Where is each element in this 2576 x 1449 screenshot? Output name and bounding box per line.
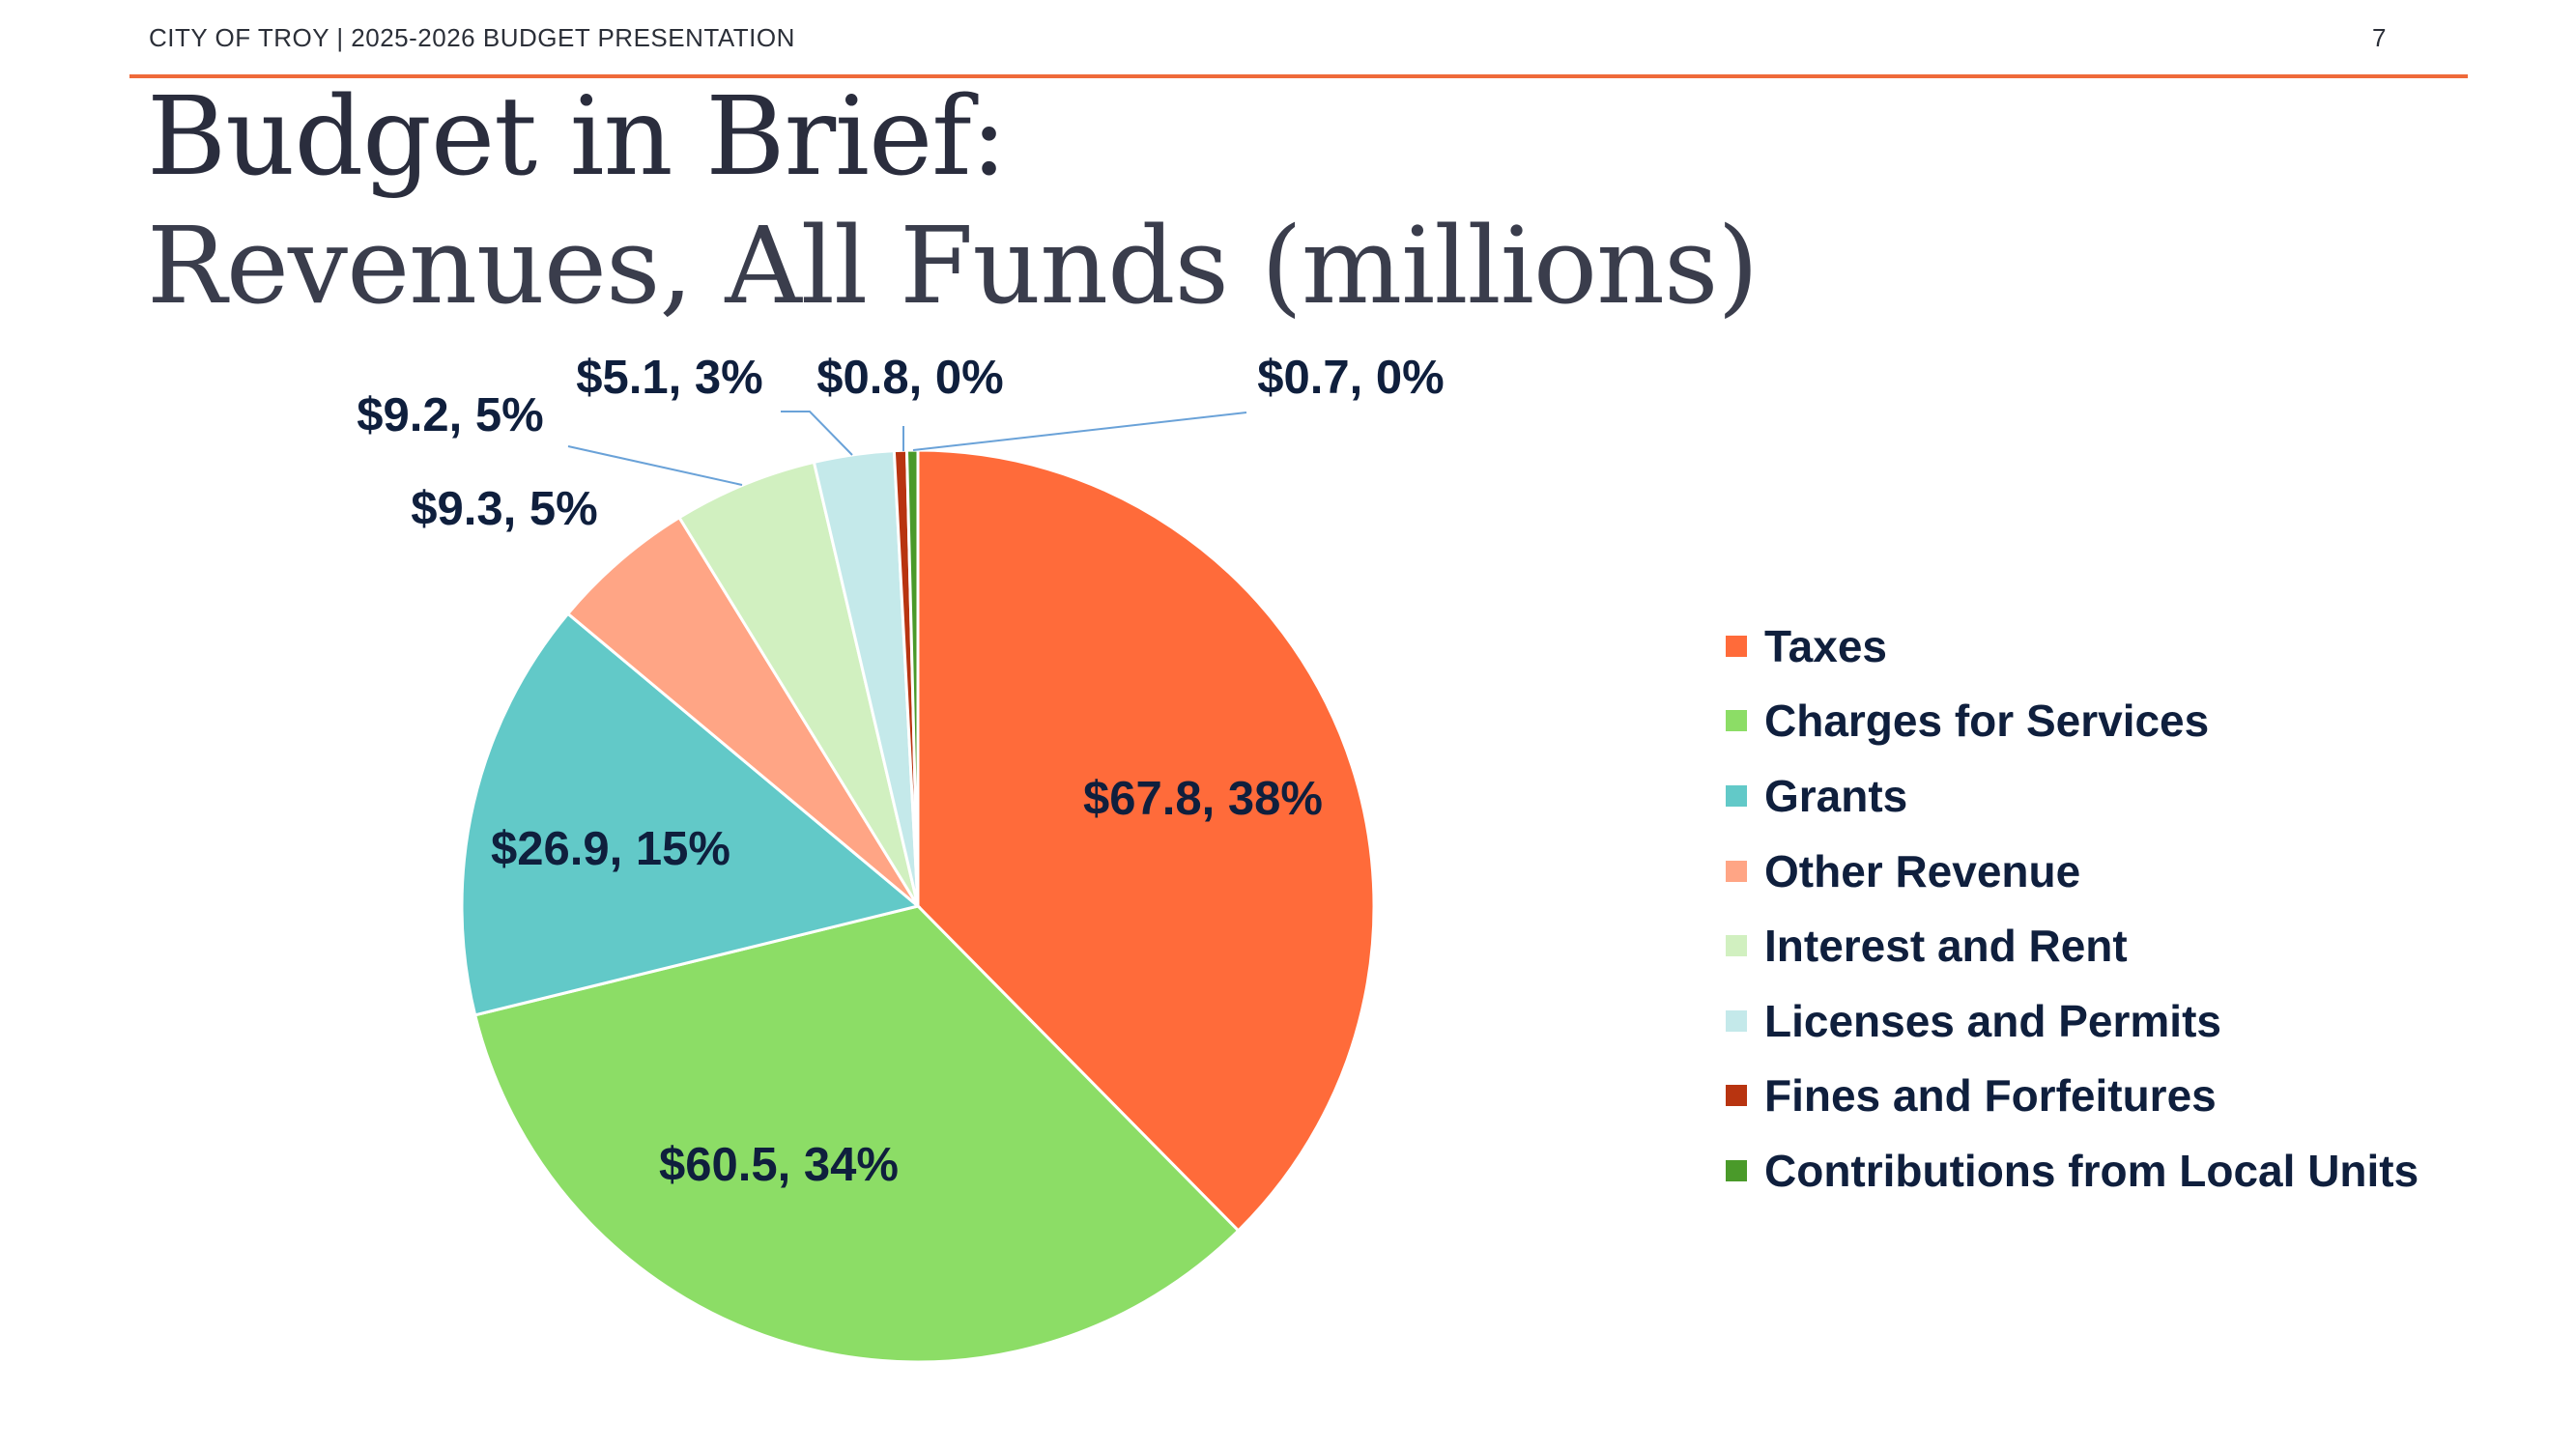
chart-legend: Taxes Charges for Services Grants Other Rev… xyxy=(1726,609,2419,1208)
pie-slice-interest-and-rent xyxy=(676,460,920,907)
slide-title: Budget in Brief: Revenues, All Funds (mi… xyxy=(147,74,1759,327)
data-label-taxes: $67.8, 38% xyxy=(1083,773,1323,825)
data-label-contributions-from-local-units: $0.7, 0% xyxy=(1257,352,1444,404)
legend-label: Taxes xyxy=(1764,620,1888,671)
legend-swatch xyxy=(1726,1085,1747,1107)
legend-item-interest-and-rent: Interest and Rent xyxy=(1726,908,2419,983)
title-line-1: Budget in Brief: xyxy=(147,74,1007,200)
leader-line-contributions-from-local-units xyxy=(912,412,1247,451)
data-label-charges-for-services: $60.5, 34% xyxy=(659,1139,899,1191)
legend-swatch xyxy=(1726,1009,1747,1032)
legend-label: Licenses and Permits xyxy=(1764,995,2221,1046)
legend-item-other-revenue: Other Revenue xyxy=(1726,834,2419,909)
legend-label: Contributions from Local Units xyxy=(1764,1145,2419,1196)
legend-item-licenses-and-permits: Licenses and Permits xyxy=(1726,983,2419,1059)
legend-item-contributions-from-local-units: Contributions from Local Units xyxy=(1726,1133,2419,1208)
data-label-interest-and-rent: $9.2, 5% xyxy=(357,389,543,441)
legend-swatch xyxy=(1726,784,1747,807)
legend-item-charges-for-services: Charges for Services xyxy=(1726,684,2419,759)
data-label-grants: $26.9, 15% xyxy=(491,823,730,875)
legend-swatch xyxy=(1726,1159,1747,1181)
legend-label: Grants xyxy=(1764,770,1908,821)
legend-label: Interest and Rent xyxy=(1764,921,2128,972)
legend-swatch xyxy=(1726,635,1747,657)
legend-label: Other Revenue xyxy=(1764,845,2081,896)
page-number: 7 xyxy=(2372,23,2387,52)
legend-label: Fines and Forfeitures xyxy=(1764,1070,2217,1122)
pie-slice-taxes xyxy=(916,448,1376,1234)
leader-line-interest-and-rent xyxy=(567,445,743,486)
legend-swatch xyxy=(1726,935,1747,957)
pie-slice-charges-for-services xyxy=(472,904,1241,1364)
legend-item-fines-and-forfeitures: Fines and Forfeitures xyxy=(1726,1059,2419,1134)
pie-slice-grants xyxy=(460,611,922,1017)
title-line-2: Revenues, All Funds (millions) xyxy=(147,204,1759,327)
legend-swatch xyxy=(1726,860,1747,882)
pie-slice-other-revenue xyxy=(565,515,920,908)
legend-item-taxes: Taxes xyxy=(1726,609,2419,684)
legend-swatch xyxy=(1726,710,1747,732)
leader-line-licenses-and-permits xyxy=(781,411,853,456)
presentation-header: CITY OF TROY | 2025-2026 BUDGET PRESENTA… xyxy=(149,23,795,52)
data-label-fines-and-forfeitures: $0.8, 0% xyxy=(816,352,1003,404)
legend-label: Charges for Services xyxy=(1764,696,2210,747)
data-label-licenses-and-permits: $5.1, 3% xyxy=(576,352,762,404)
data-label-other-revenue: $9.3, 5% xyxy=(411,483,597,535)
header-divider xyxy=(129,74,2468,78)
legend-item-grants: Grants xyxy=(1726,758,2419,834)
